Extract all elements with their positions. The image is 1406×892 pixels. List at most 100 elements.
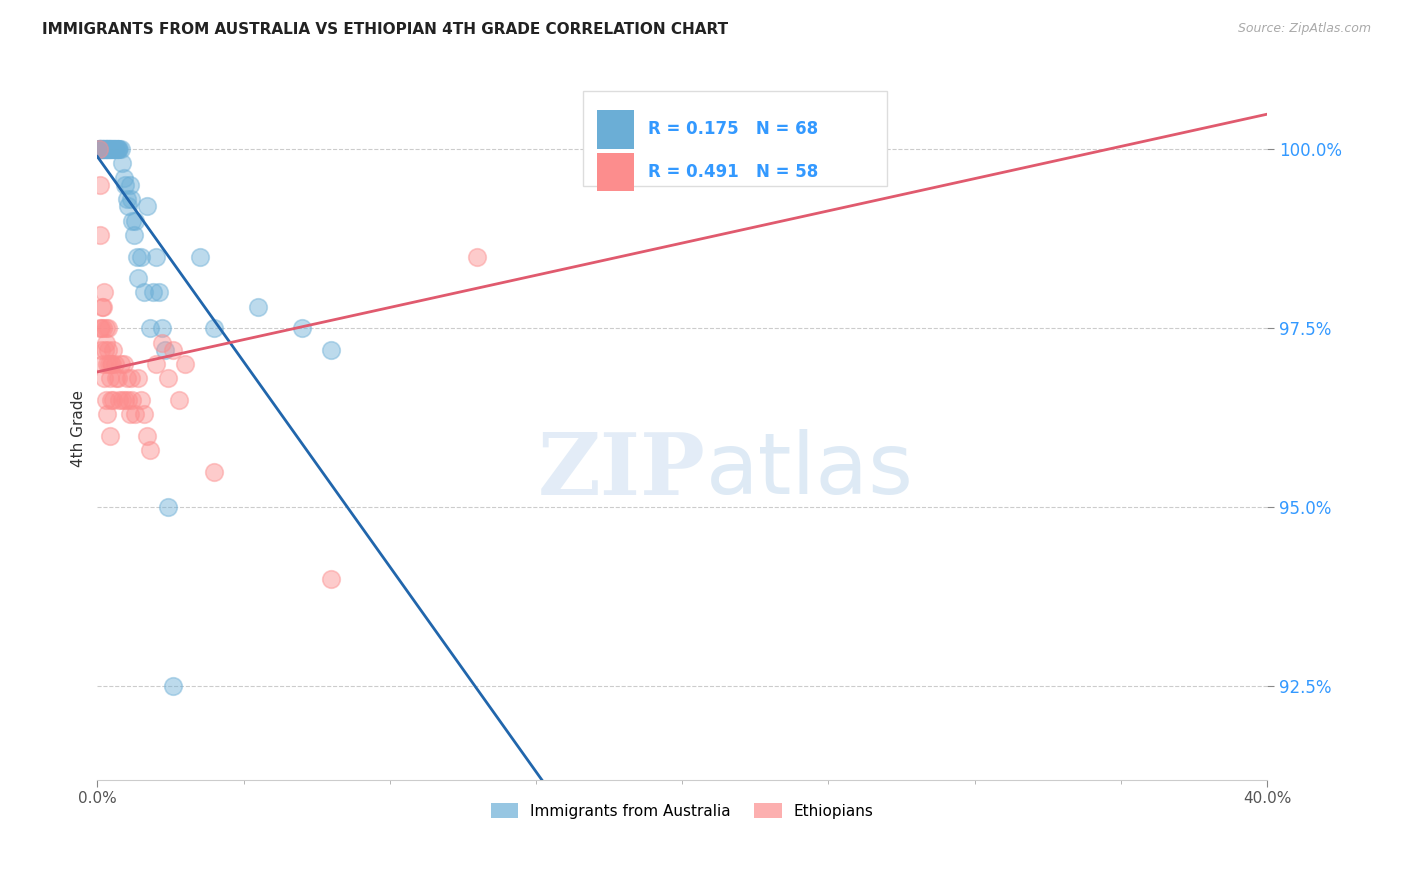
Point	[118, 407, 141, 421]
Point	[90, 142, 112, 156]
Point	[87, 142, 110, 156]
Point	[188, 250, 211, 264]
Point	[94, 321, 117, 335]
Point	[148, 285, 170, 300]
Point	[139, 443, 162, 458]
Point	[121, 213, 143, 227]
Point	[87, 142, 110, 156]
Point	[90, 142, 112, 156]
Point	[167, 392, 190, 407]
Point	[121, 392, 143, 407]
Point	[150, 321, 173, 335]
Point	[94, 142, 117, 156]
Point	[817, 142, 839, 156]
Point	[93, 142, 115, 156]
Point	[134, 285, 156, 300]
Point	[98, 142, 121, 156]
Legend: Immigrants from Australia, Ethiopians: Immigrants from Australia, Ethiopians	[485, 797, 880, 824]
Point	[127, 271, 149, 285]
Point	[103, 142, 125, 156]
Point	[91, 357, 114, 371]
Point	[89, 321, 111, 335]
Point	[91, 321, 114, 335]
Point	[112, 357, 135, 371]
Point	[89, 142, 111, 156]
Point	[100, 142, 122, 156]
Point	[124, 407, 146, 421]
Point	[832, 142, 855, 156]
Point	[291, 321, 314, 335]
Point	[105, 142, 128, 156]
Point	[90, 343, 112, 357]
Point	[129, 392, 152, 407]
Point	[104, 357, 127, 371]
Point	[105, 371, 128, 385]
Point	[94, 142, 117, 156]
Point	[117, 392, 139, 407]
Point	[94, 335, 117, 350]
Point	[98, 357, 121, 371]
FancyBboxPatch shape	[596, 110, 634, 149]
Point	[101, 142, 124, 156]
Point	[114, 392, 136, 407]
Point	[100, 142, 122, 156]
Point	[174, 357, 197, 371]
FancyBboxPatch shape	[596, 153, 634, 192]
Point	[97, 343, 120, 357]
Point	[103, 343, 125, 357]
Point	[103, 142, 125, 156]
Point	[93, 371, 115, 385]
Point	[101, 357, 124, 371]
Point	[124, 213, 146, 227]
Point	[120, 192, 142, 206]
Point	[89, 142, 111, 156]
Point	[321, 572, 343, 586]
Point	[125, 250, 148, 264]
Point	[90, 142, 112, 156]
Y-axis label: 4th Grade: 4th Grade	[72, 390, 86, 467]
Point	[108, 392, 131, 407]
Point	[114, 178, 136, 192]
Point	[111, 156, 134, 170]
Point	[98, 142, 121, 156]
Point	[129, 250, 152, 264]
Point	[321, 343, 343, 357]
Point	[96, 142, 118, 156]
Point	[136, 199, 159, 213]
Point	[115, 371, 138, 385]
Point	[93, 343, 115, 357]
Point	[122, 228, 145, 243]
Point	[93, 142, 115, 156]
Point	[100, 392, 122, 407]
Point	[96, 407, 118, 421]
Text: R = 0.175   N = 68: R = 0.175 N = 68	[648, 120, 818, 138]
Text: IMMIGRANTS FROM AUSTRALIA VS ETHIOPIAN 4TH GRADE CORRELATION CHART: IMMIGRANTS FROM AUSTRALIA VS ETHIOPIAN 4…	[42, 22, 728, 37]
Point	[145, 357, 167, 371]
Point	[89, 228, 111, 243]
Point	[93, 285, 115, 300]
Point	[97, 142, 120, 156]
Point	[156, 371, 179, 385]
Point	[101, 392, 124, 407]
Text: Source: ZipAtlas.com: Source: ZipAtlas.com	[1237, 22, 1371, 36]
Point	[93, 142, 115, 156]
Point	[108, 142, 131, 156]
Point	[202, 321, 225, 335]
Point	[104, 142, 127, 156]
Point	[115, 192, 138, 206]
Point	[91, 142, 114, 156]
Point	[112, 170, 135, 185]
Point	[117, 199, 139, 213]
Point	[118, 178, 141, 192]
Point	[98, 428, 121, 442]
Point	[90, 321, 112, 335]
Point	[94, 392, 117, 407]
Point	[87, 142, 110, 156]
Point	[142, 285, 165, 300]
Point	[105, 142, 128, 156]
Point	[101, 142, 124, 156]
FancyBboxPatch shape	[582, 92, 887, 186]
Point	[145, 250, 167, 264]
Point	[107, 142, 129, 156]
Point	[120, 371, 142, 385]
